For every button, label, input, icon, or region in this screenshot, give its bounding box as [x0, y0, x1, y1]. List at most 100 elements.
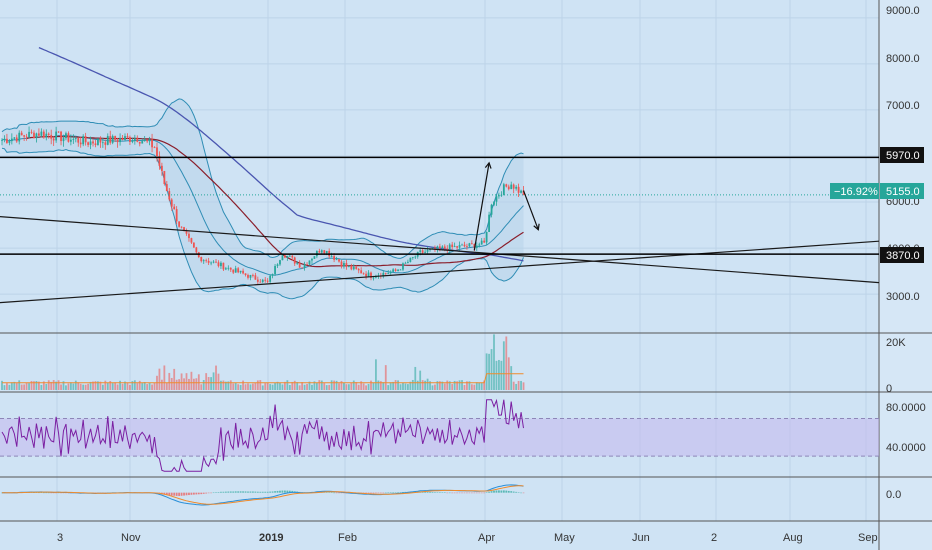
candle-body: [389, 271, 392, 274]
candle-body: [94, 143, 97, 145]
candle-body: [360, 270, 363, 274]
candle-body: [84, 136, 87, 143]
candle-body: [407, 261, 409, 263]
candle: [222, 262, 225, 271]
candle-body: [448, 244, 451, 251]
volume-bar: [318, 380, 321, 390]
candle: [3, 135, 6, 143]
candle-body: [133, 138, 136, 141]
candle: [352, 264, 355, 271]
candle-body: [266, 280, 269, 282]
time-label-feb: Feb: [338, 532, 357, 544]
price-axis-panel[interactable]: [879, 0, 932, 550]
projection-arrows[interactable]: [473, 161, 540, 251]
volume-bar: [8, 384, 11, 390]
time-label-sep: Sep: [858, 532, 878, 544]
candle-body: [399, 269, 402, 271]
time-label-may: May: [554, 532, 575, 544]
volume-bar: [126, 382, 129, 390]
candle: [109, 130, 112, 145]
candle-body: [490, 204, 493, 215]
macd-hist-bar: [377, 492, 380, 494]
volume-bar: [384, 365, 387, 390]
candle: [451, 241, 454, 250]
candle-body: [308, 260, 311, 265]
volume-bar: [266, 382, 269, 390]
candle: [234, 265, 237, 273]
projection-arrow-0: [473, 161, 492, 251]
candle: [296, 260, 299, 265]
volume-bar: [202, 380, 205, 390]
macd-hist-bar: [205, 492, 208, 494]
candle-body: [82, 136, 85, 145]
volume-bar: [313, 381, 316, 390]
volume-bar: [87, 383, 89, 390]
macd-hist-bar: [338, 492, 340, 494]
volume-bar: [298, 385, 301, 390]
volume-bar: [197, 374, 200, 390]
volume-bar: [315, 382, 318, 390]
volume-bar: [409, 381, 412, 390]
macd-hist-bar: [485, 492, 488, 493]
candle-body: [402, 263, 404, 270]
volume-bar: [463, 384, 466, 390]
candle: [247, 273, 249, 280]
candle-body: [269, 275, 272, 282]
volume-bar: [362, 383, 365, 390]
candle: [124, 133, 126, 141]
candle-body: [163, 171, 166, 185]
volume-bar: [306, 384, 308, 390]
macd-hist-bar: [175, 492, 178, 496]
candle: [498, 192, 500, 199]
macd-hist-bar: [456, 492, 458, 494]
candle: [205, 258, 208, 263]
horizontal-levels[interactable]: [0, 156, 879, 255]
candle: [407, 259, 409, 264]
macd-hist-bar: [247, 491, 249, 493]
macd-hist-bar: [466, 492, 468, 494]
candle: [220, 261, 222, 269]
candle-body: [271, 274, 274, 276]
candle-body: [505, 184, 508, 187]
candle-body: [23, 135, 26, 137]
candle: [168, 188, 171, 202]
candle: [485, 231, 488, 246]
volume-bar: [212, 372, 215, 390]
candle: [97, 137, 99, 146]
candle-body: [357, 268, 360, 271]
volume-bar: [274, 382, 276, 390]
candle: [468, 242, 471, 248]
macd-hist-bar: [470, 492, 473, 494]
candle: [456, 245, 458, 250]
candle: [190, 237, 193, 244]
volume-bar: [485, 353, 488, 390]
volume-bar: [173, 368, 176, 390]
volume-bar: [242, 380, 244, 390]
volume-bar: [478, 382, 481, 390]
candle-body: [470, 243, 473, 245]
volume-bar: [1, 380, 3, 390]
candle-body: [109, 135, 112, 143]
volume-bar: [94, 381, 97, 390]
macd-hist-bar: [227, 491, 230, 493]
candle-body: [453, 246, 456, 248]
volume-bar: [163, 365, 166, 390]
candle-body: [25, 136, 28, 138]
candle: [143, 136, 146, 142]
macd-hist-bar: [178, 492, 181, 496]
candle-body: [441, 246, 444, 249]
volume-bar: [116, 384, 119, 390]
level-label-3870: 3870.0: [880, 247, 924, 263]
candle: [148, 136, 151, 146]
candle-body: [323, 250, 326, 254]
volume-bar: [15, 383, 18, 390]
trendlines[interactable]: [0, 216, 880, 304]
candle: [293, 256, 296, 267]
macd-hist-bar: [229, 491, 232, 493]
candle-body: [3, 138, 6, 140]
volume-bar: [200, 384, 203, 390]
volume-bar: [185, 373, 188, 390]
volume-bar: [357, 384, 360, 390]
macd-hist-bar: [480, 492, 483, 494]
